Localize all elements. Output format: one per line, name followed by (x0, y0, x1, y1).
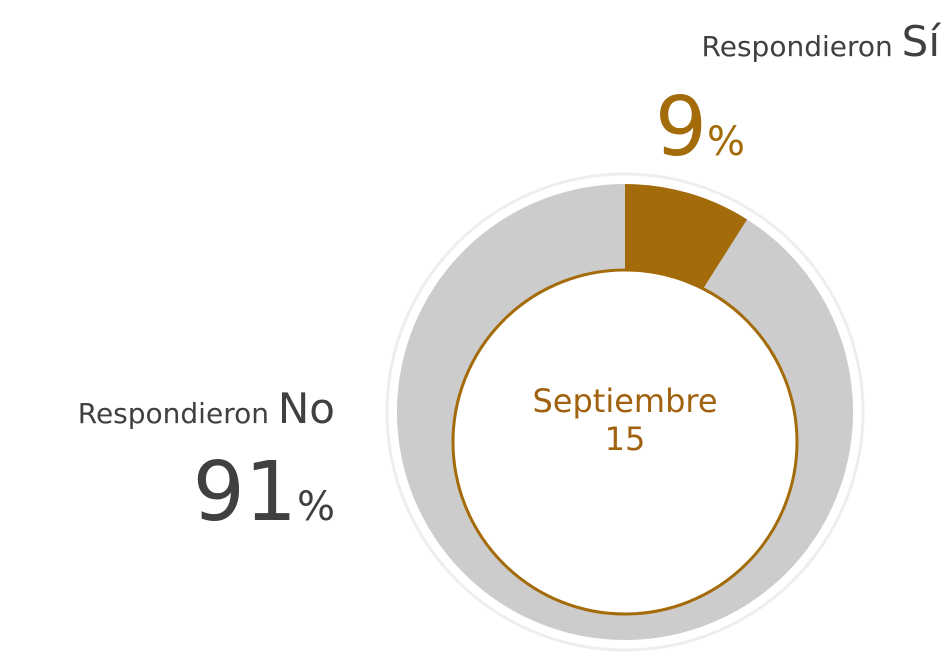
donut-hole (451, 268, 799, 616)
value-number: 9 (655, 80, 707, 175)
label-space (893, 30, 902, 63)
value-label: 9% (655, 80, 745, 175)
label-prefix: Respondieron (78, 397, 269, 430)
outer-ring (385, 172, 865, 652)
center-label: Septiembre (532, 382, 717, 420)
category-name: No (278, 384, 335, 433)
value-unit: % (707, 119, 745, 165)
category-name: Sí (902, 17, 942, 66)
center-label: 15 (605, 420, 646, 458)
value-label: 91% (193, 445, 335, 540)
category-label: Respondieron No (78, 384, 335, 433)
label-prefix: Respondieron (702, 30, 893, 63)
labels: Respondieron Sí 9% Respondieron No 91% Septi… (78, 17, 942, 540)
label-space (269, 397, 278, 430)
value-unit: % (297, 484, 335, 530)
category-label: Respondieron Sí (702, 17, 942, 66)
value-number: 91 (193, 445, 297, 540)
